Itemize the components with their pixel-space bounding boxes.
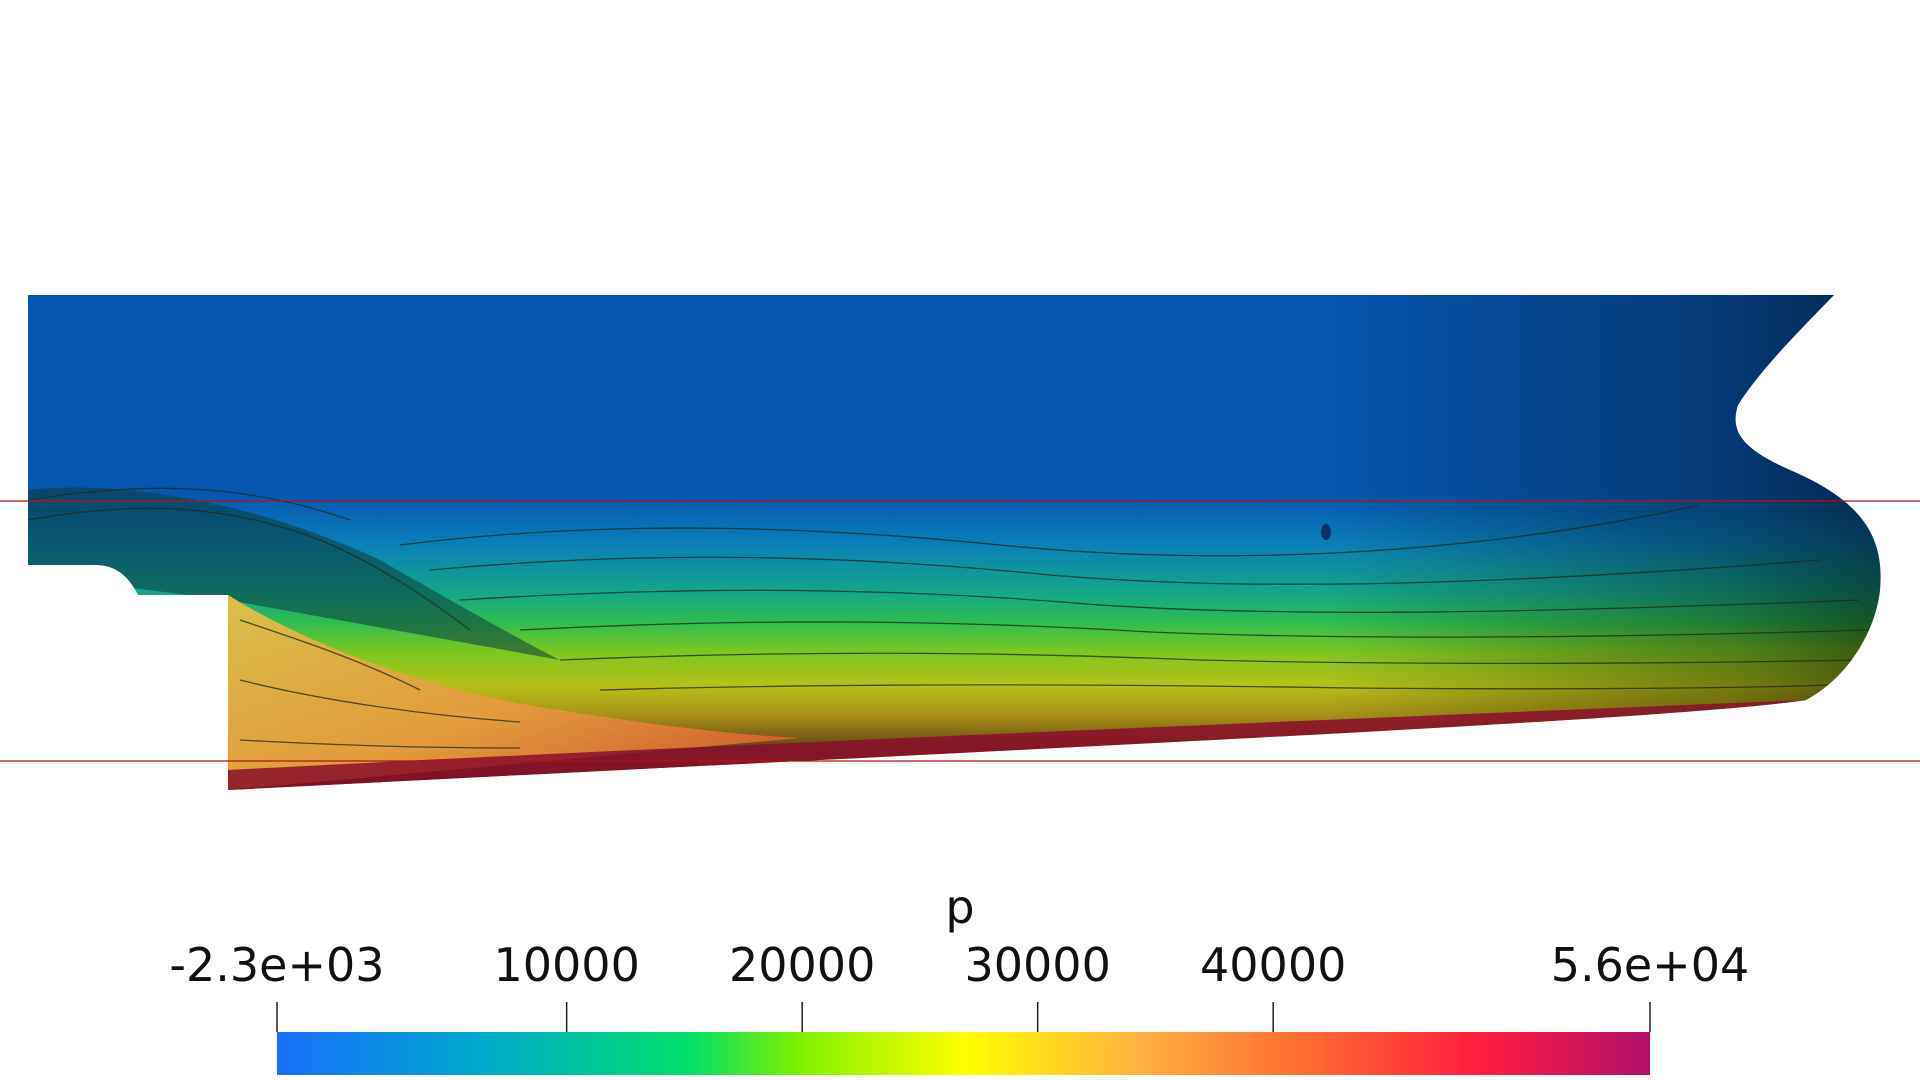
scalar-bar-gradient — [277, 1032, 1650, 1075]
hull-surface — [28, 295, 1881, 790]
scalar-bar-tick-label: 20000 — [729, 938, 876, 992]
scalar-bar-tick-label: 10000 — [493, 938, 640, 992]
scalar-bar-title: p — [945, 880, 975, 934]
stern-high-pressure — [228, 595, 800, 790]
stern-wake-shadow — [28, 487, 560, 660]
bow-shading — [28, 295, 1881, 790]
isolines — [28, 487, 1871, 749]
scalar-bar-tick-label: 40000 — [1200, 938, 1347, 992]
scalar-bar-tick-label: 5.6e+04 — [1550, 938, 1750, 992]
scalar-bar-tick-label: -2.3e+03 — [169, 938, 385, 992]
scalar-bar-ticks — [276, 1002, 1651, 1032]
scalar-bar — [276, 1002, 1651, 1075]
probe-marker — [1321, 524, 1331, 540]
scalar-bar-tick-label: 30000 — [964, 938, 1111, 992]
